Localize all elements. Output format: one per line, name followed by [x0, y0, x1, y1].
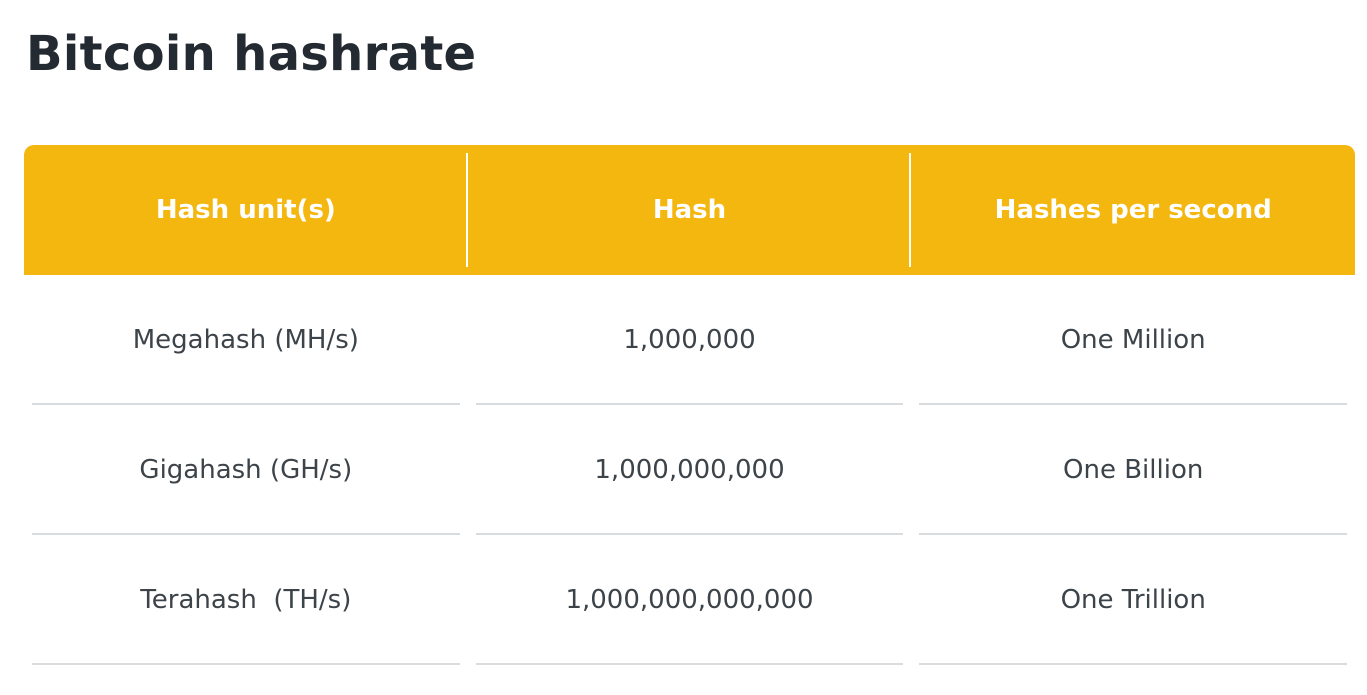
hashes-per-second-text: One Trillion [1060, 585, 1206, 615]
hash-value-text: 1,000,000 [623, 325, 756, 355]
column-header-hashes-per-second: Hashes per second [994, 195, 1272, 225]
table-row: Terahash (TH/s) 1,000,000,000,000 One Tr… [24, 535, 1355, 665]
hashrate-table: Hash unit(s) Hash Hashes per second Mega… [24, 145, 1355, 665]
hash-unit-text: Megahash (MH/s) [132, 325, 359, 355]
hashes-per-second-cell: One Million [911, 275, 1355, 405]
hash-unit-text: Gigahash (GH/s) [139, 455, 353, 485]
hash-value-cell: 1,000,000,000,000 [468, 535, 912, 665]
hash-unit-text: Terahash (TH/s) [140, 585, 352, 615]
hashes-per-second-cell: One Trillion [911, 535, 1355, 665]
hash-value-text: 1,000,000,000,000 [565, 585, 814, 615]
hash-value-text: 1,000,000,000 [594, 455, 785, 485]
column-header-hash: Hash [468, 145, 912, 275]
hash-unit-cell: Gigahash (GH/s) [24, 405, 468, 535]
hashes-per-second-text: One Million [1060, 325, 1206, 355]
table-row: Megahash (MH/s) 1,000,000 One Million [24, 275, 1355, 405]
hash-unit-cell: Terahash (TH/s) [24, 535, 468, 665]
table-row: Gigahash (GH/s) 1,000,000,000 One Billio… [24, 405, 1355, 535]
hash-value-cell: 1,000,000,000 [468, 405, 912, 535]
hashes-per-second-cell: One Billion [911, 405, 1355, 535]
hash-value-cell: 1,000,000 [468, 275, 912, 405]
page-title: Bitcoin hashrate [26, 26, 477, 82]
table-header: Hash unit(s) Hash Hashes per second [24, 145, 1355, 275]
hashes-per-second-text: One Billion [1063, 455, 1204, 485]
hash-unit-cell: Megahash (MH/s) [24, 275, 468, 405]
column-header-hash-unit: Hash unit(s) [24, 145, 468, 275]
